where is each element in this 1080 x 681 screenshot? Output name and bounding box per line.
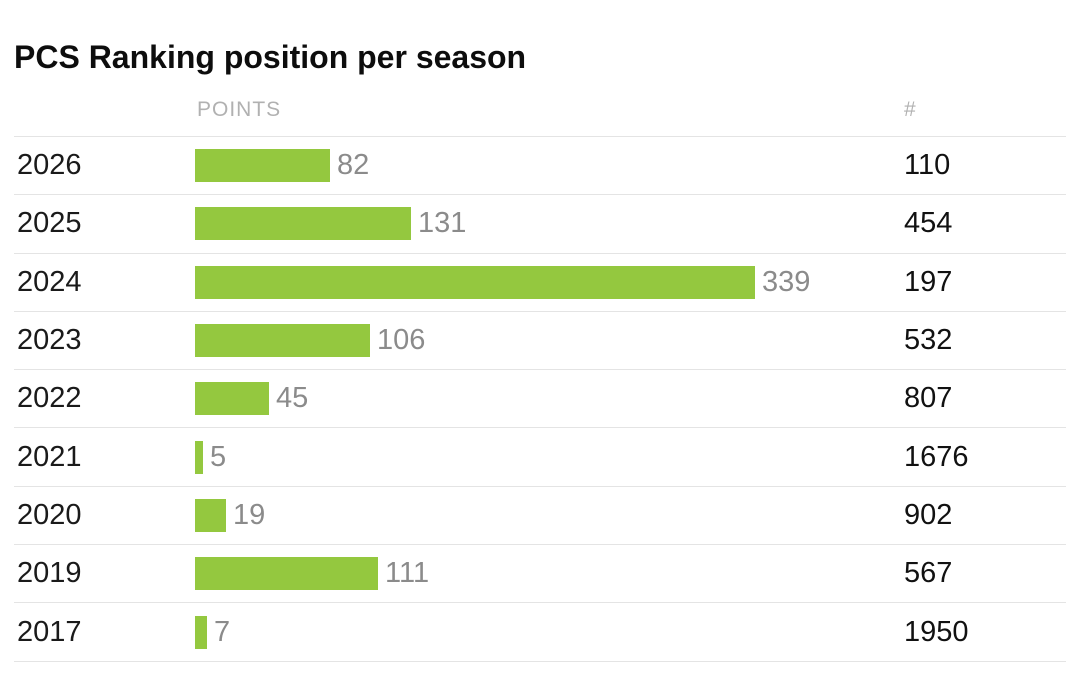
- points-value: 106: [377, 324, 426, 357]
- points-bar: [195, 324, 370, 358]
- table-row: 2023 106 532: [14, 312, 1066, 371]
- season-label: 2022: [17, 382, 82, 415]
- table-row: 2019 111 567: [14, 545, 1066, 604]
- points-bar-cell: 111: [195, 557, 1066, 591]
- table-row: 2020 19 902: [14, 487, 1066, 546]
- points-value: 82: [337, 149, 370, 182]
- points-bar-cell: 45: [195, 382, 1066, 416]
- points-bar-cell: 339: [195, 265, 1066, 299]
- points-bar: [195, 207, 411, 241]
- points-value: 5: [210, 440, 227, 473]
- table-row: 2025 131 454: [14, 195, 1066, 254]
- season-label: 2025: [17, 207, 82, 240]
- table-row: 2024 339 197: [14, 254, 1066, 312]
- points-bar-cell: 19: [195, 498, 1066, 532]
- points-bar: [195, 265, 755, 299]
- points-value: 339: [762, 265, 811, 298]
- season-label: 2024: [17, 265, 82, 298]
- points-bar: [195, 498, 226, 532]
- points-bar-cell: 7: [195, 615, 1066, 649]
- season-label: 2019: [17, 557, 82, 590]
- rank-value: 567: [904, 557, 953, 590]
- season-label: 2026: [17, 149, 82, 182]
- page-title: PCS Ranking position per season: [14, 39, 527, 75]
- table-row: 2026 82 110: [14, 137, 1066, 196]
- rank-value: 807: [904, 382, 953, 415]
- rank-value: 197: [904, 265, 953, 298]
- rank-value: 1950: [904, 615, 969, 648]
- rank-value: 454: [904, 207, 953, 240]
- points-bar: [195, 382, 269, 416]
- points-bar-cell: 131: [195, 207, 1066, 241]
- points-bar-cell: 82: [195, 149, 1066, 183]
- points-bar: [195, 149, 330, 183]
- rank-value: 902: [904, 498, 953, 531]
- season-label: 2023: [17, 324, 82, 357]
- points-bar-cell: 106: [195, 324, 1066, 358]
- rank-value: 1676: [904, 440, 969, 473]
- column-header-points: POINTS: [197, 98, 282, 121]
- points-value: 45: [276, 382, 309, 415]
- table-row: 2022 45 807: [14, 370, 1066, 429]
- points-bar: [195, 615, 207, 649]
- rank-value: 110: [904, 149, 951, 182]
- points-bar: [195, 440, 203, 474]
- points-value: 19: [233, 498, 266, 531]
- season-ranking-table: 2026 82 110 2025 131 454 2024 339 197 20…: [14, 136, 1066, 662]
- rank-value: 532: [904, 324, 953, 357]
- season-label: 2017: [17, 615, 82, 648]
- points-value: 111: [385, 557, 430, 590]
- season-label: 2021: [17, 440, 82, 473]
- points-bar-cell: 5: [195, 440, 1066, 474]
- season-label: 2020: [17, 498, 82, 531]
- points-value: 7: [214, 615, 231, 648]
- table-row: 2017 7 1950: [14, 603, 1066, 662]
- points-bar: [195, 557, 378, 591]
- points-value: 131: [418, 207, 467, 240]
- table-row: 2021 5 1676: [14, 428, 1066, 487]
- column-header-rank: #: [904, 98, 916, 121]
